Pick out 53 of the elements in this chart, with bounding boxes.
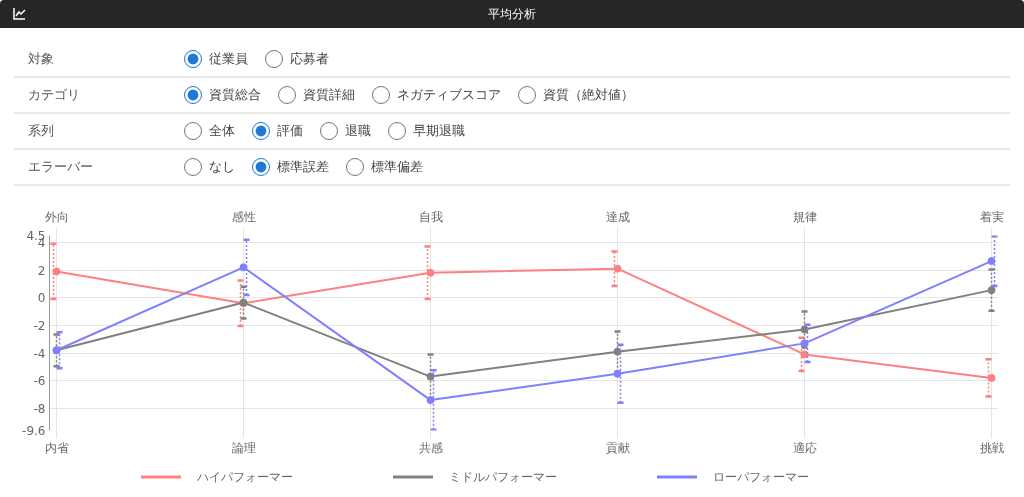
text: 応募者 (290, 50, 329, 68)
y-tick-label: -6 (33, 374, 46, 389)
text: 資質詳細 (303, 86, 355, 104)
point (426, 268, 435, 277)
chart-title: 平均分析 (488, 7, 536, 21)
point (426, 396, 435, 405)
y-tick-label: -4 (33, 346, 46, 361)
text: 退職 (345, 122, 371, 140)
x-tick-label: 挑戦 (979, 440, 1004, 455)
point (800, 325, 809, 334)
x-tick-label: 共感 (418, 440, 443, 455)
point (987, 286, 996, 295)
legend-label: ハイパフォーマー (197, 468, 293, 486)
point (800, 339, 809, 348)
point (987, 257, 996, 266)
text: 従業員 (209, 50, 248, 68)
text: ネガティブスコア (397, 86, 501, 104)
legend-label: ローパフォーマー (713, 468, 809, 486)
text: 早期退職 (413, 122, 465, 140)
x-tick-label: 適応 (792, 440, 817, 455)
y-tick-label: -8 (33, 401, 46, 416)
point (426, 372, 435, 381)
text: 評価 (277, 122, 303, 140)
point (613, 264, 622, 273)
y-tick-label: 0 (37, 291, 46, 306)
text: なし (209, 158, 235, 176)
y-tick-label: -2 (33, 318, 46, 333)
text: 標準偏差 (371, 158, 423, 176)
annotation: 着実 (979, 209, 1004, 224)
x-tick-label: 貢献 (605, 440, 630, 455)
annotation: 感性 (231, 209, 256, 224)
text: 標準誤差 (277, 158, 329, 176)
x-tick-label: 内省 (44, 440, 69, 455)
x-tick-label: 論理 (231, 440, 256, 455)
text: エラーバー (28, 159, 93, 175)
point (52, 267, 61, 276)
annotation: 達成 (605, 209, 630, 224)
annotation: 規律 (792, 209, 817, 224)
text: 系列 (28, 123, 54, 139)
point (613, 369, 622, 378)
text: 対象 (28, 51, 54, 67)
point (800, 350, 809, 359)
text: 資質総合 (209, 86, 261, 104)
annotation: 自我 (418, 209, 443, 224)
point (987, 373, 996, 382)
text: 資質（絶対値） (543, 86, 634, 104)
text: 全体 (209, 122, 235, 140)
y-tick-label: 2 (37, 263, 46, 278)
legend-label: ミドルパフォーマー (449, 468, 557, 486)
point (239, 263, 248, 272)
text: カテゴリ (28, 87, 80, 103)
point (613, 347, 622, 356)
y-tick-label: -9.6 (22, 424, 46, 438)
